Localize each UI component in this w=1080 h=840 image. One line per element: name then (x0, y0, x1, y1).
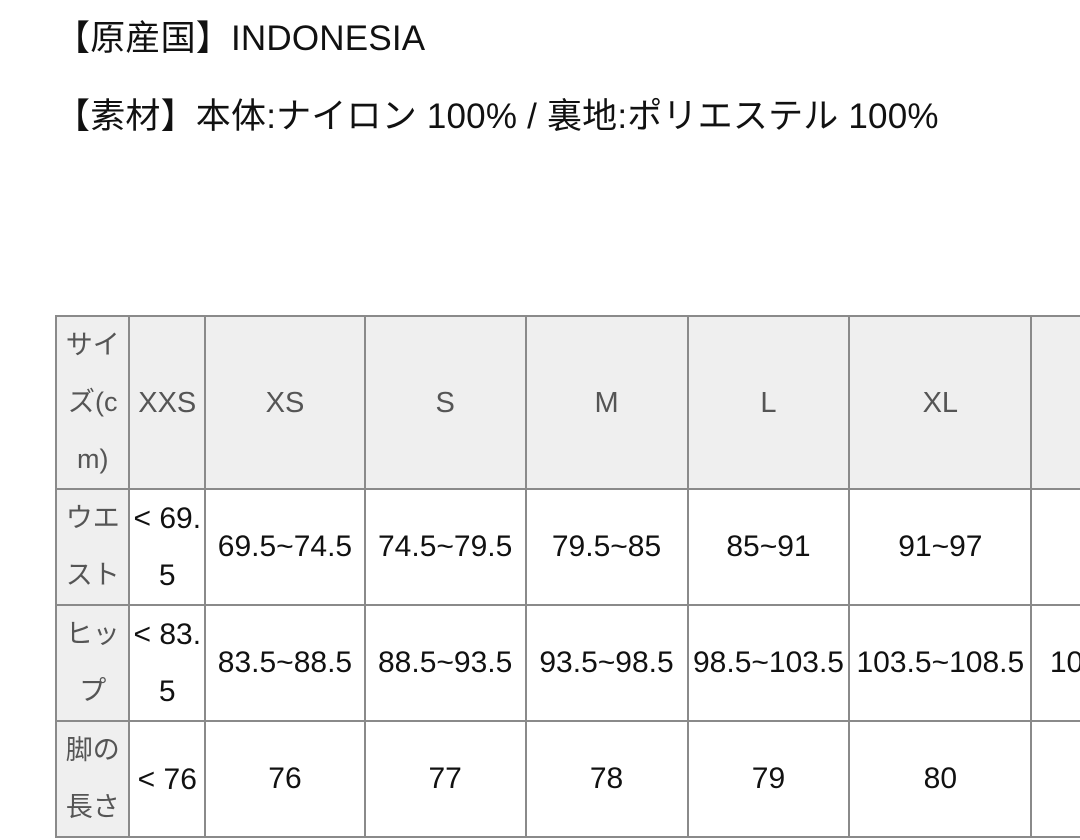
cell-leg-l: 79 (687, 721, 851, 838)
size-chart-body: ウエスト < 69.5 69.5~74.5 74.5~79.5 79.5~85 … (56, 489, 1080, 838)
table-row: ウエスト < 69.5 69.5~74.5 74.5~79.5 79.5~85 … (56, 489, 1080, 606)
header-col-l: L (687, 316, 851, 490)
cell-leg-xs: 76 (205, 721, 366, 838)
cell-waist-s: 74.5~79.5 (364, 489, 527, 606)
header-col-m: M (525, 316, 689, 490)
header-size-unit: サイズ(cm) (56, 316, 131, 490)
table-header-row: サイズ(cm) XXS XS S M L XL 2XL (56, 316, 1080, 490)
table-row: 脚の長さ < 76 76 77 78 79 80 81 (56, 721, 1080, 838)
cell-waist-l: 85~91 (687, 489, 851, 606)
cell-leg-2xl: 81 (1031, 721, 1080, 838)
cell-hip-xl: 103.5~108.5 (849, 605, 1033, 722)
cell-leg-m: 78 (525, 721, 689, 838)
description-line-material: 【素材】本体:ナイロン 100% / 裏地:ポリエステル 100% (55, 97, 939, 136)
cell-waist-m: 79.5~85 (525, 489, 689, 606)
size-chart-table: サイズ(cm) XXS XS S M L XL 2XL ウエスト < 69.5 … (55, 315, 1080, 838)
header-col-xs: XS (205, 316, 366, 490)
size-chart-head: サイズ(cm) XXS XS S M L XL 2XL (56, 316, 1080, 490)
table-row: ヒップ < 83.5 83.5~88.5 88.5~93.5 93.5~98.5… (56, 605, 1080, 722)
header-col-xxs: XXS (129, 316, 207, 490)
cell-hip-xxs: < 83.5 (129, 605, 207, 722)
cell-hip-2xl: 108.5~113.5 (1031, 605, 1080, 722)
cell-hip-xs: 83.5~88.5 (205, 605, 366, 722)
cell-waist-2xl: 97~103 (1031, 489, 1080, 606)
header-col-2xl: 2XL (1031, 316, 1080, 490)
row-label-leg-length: 脚の長さ (56, 721, 131, 838)
cell-hip-s: 88.5~93.5 (364, 605, 527, 722)
row-label-waist: ウエスト (56, 489, 131, 606)
size-chart-container: サイズ(cm) XXS XS S M L XL 2XL ウエスト < 69.5 … (55, 315, 1080, 838)
cell-leg-s: 77 (364, 721, 527, 838)
description-line-country: 【原産国】INDONESIA (55, 19, 426, 58)
cell-waist-xxs: < 69.5 (129, 489, 207, 606)
cell-hip-m: 93.5~98.5 (525, 605, 689, 722)
cell-leg-xxs: < 76 (129, 721, 207, 838)
product-description: 【原産国】INDONESIA 【素材】本体:ナイロン 100% / 裏地:ポリエ… (55, 0, 1055, 156)
cell-waist-xl: 91~97 (849, 489, 1033, 606)
header-col-s: S (364, 316, 527, 490)
header-col-xl: XL (849, 316, 1033, 490)
cell-waist-xs: 69.5~74.5 (205, 489, 366, 606)
cell-leg-xl: 80 (849, 721, 1033, 838)
cell-hip-l: 98.5~103.5 (687, 605, 851, 722)
row-label-hip: ヒップ (56, 605, 131, 722)
